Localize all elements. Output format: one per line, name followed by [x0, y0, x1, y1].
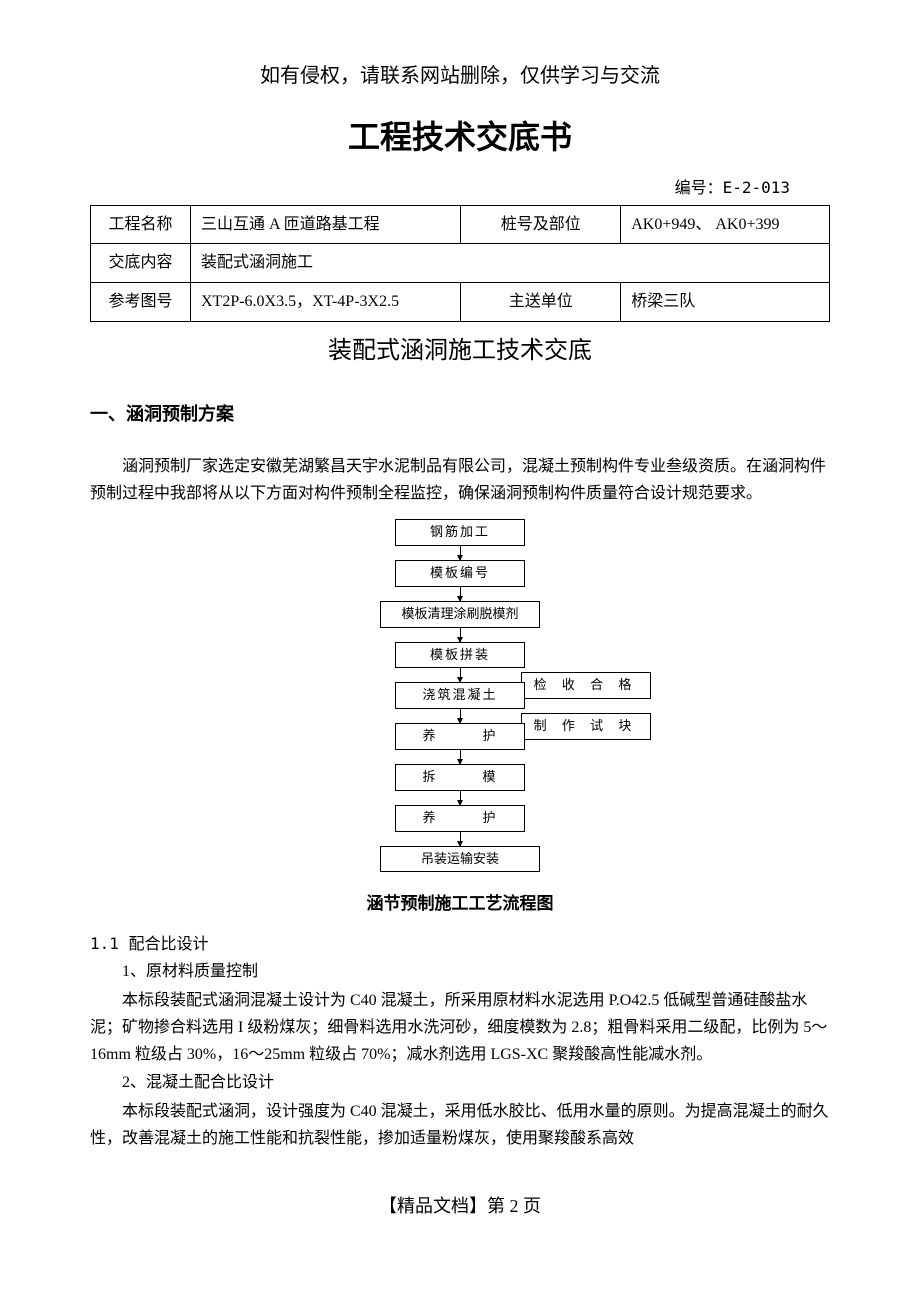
header-disclaimer: 如有侵权，请联系网站删除，仅供学习与交流: [90, 60, 830, 92]
cell-label: 参考图号: [91, 282, 191, 321]
flow-arrow-icon: [460, 791, 461, 805]
heading-level-1: 一、涵洞预制方案: [90, 400, 830, 429]
flow-box: 养 护: [395, 723, 525, 750]
flowchart-caption: 涵节预制施工工艺流程图: [90, 890, 830, 917]
flow-step: 拆 模: [395, 764, 525, 791]
cell-label: 交底内容: [91, 244, 191, 283]
flow-box: 模板清理涂刷脱模剂: [380, 601, 540, 628]
flow-step: 浇筑混凝土: [395, 682, 525, 709]
paragraph: 本标段装配式涵洞，设计强度为 C40 混凝土，采用低水胶比、低用水量的原则。为提…: [90, 1098, 830, 1152]
flow-arrow-icon: [460, 832, 461, 846]
flow-step: 模板编号: [395, 560, 525, 587]
cell-value: XT2P-6.0X3.5，XT-4P-3X2.5: [191, 282, 461, 321]
flow-step: 养 护: [395, 805, 525, 832]
flow-step: 养 护: [395, 723, 525, 750]
flow-arrow-icon: [460, 750, 461, 764]
list-item: 1、原材料质量控制: [90, 959, 830, 985]
page-footer: 【精品文档】第 2 页: [90, 1192, 830, 1221]
list-item: 2、混凝土配合比设计: [90, 1070, 830, 1096]
cell-label: 主送单位: [461, 282, 621, 321]
flow-step: 吊装运输安装: [380, 846, 540, 873]
flow-arrow-icon: [460, 587, 461, 601]
flow-box: 浇筑混凝土: [395, 682, 525, 709]
flow-arrow-icon: [460, 628, 461, 642]
table-row: 交底内容 装配式涵洞施工: [91, 244, 830, 283]
flow-side-box: 检 收 合 格: [521, 672, 651, 699]
flow-box: 吊装运输安装: [380, 846, 540, 873]
paragraph: 本标段装配式涵洞混凝土设计为 C40 混凝土，所采用原材料水泥选用 P.O42.…: [90, 987, 830, 1069]
cell-label: 桩号及部位: [461, 205, 621, 244]
paragraph: 涵洞预制厂家选定安徽芜湖繁昌天宇水泥制品有限公司，混凝土预制构件专业叁级资质。在…: [90, 453, 830, 507]
document-title: 工程技术交底书: [90, 112, 830, 163]
cell-value: 桥梁三队: [621, 282, 830, 321]
flow-box: 养 护: [395, 805, 525, 832]
section-title: 装配式涵洞施工技术交底: [90, 332, 830, 370]
cell-value: 装配式涵洞施工: [191, 244, 830, 283]
document-number: 编号：E-2-013: [90, 175, 830, 201]
cell-value: 三山互通 A 匝道路基工程: [191, 205, 461, 244]
flow-box: 拆 模: [395, 764, 525, 791]
cell-label: 工程名称: [91, 205, 191, 244]
cell-value: AK0+949、 AK0+399: [621, 205, 830, 244]
table-row: 工程名称 三山互通 A 匝道路基工程 桩号及部位 AK0+949、 AK0+39…: [91, 205, 830, 244]
flow-arrow-icon: [460, 546, 461, 560]
flow-side-box: 制 作 试 块: [521, 713, 651, 740]
flow-step: 钢筋加工: [395, 519, 525, 546]
table-row: 参考图号 XT2P-6.0X3.5，XT-4P-3X2.5 主送单位 桥梁三队: [91, 282, 830, 321]
flow-box: 钢筋加工: [395, 519, 525, 546]
info-table: 工程名称 三山互通 A 匝道路基工程 桩号及部位 AK0+949、 AK0+39…: [90, 205, 830, 322]
subheading: 1.1 配合比设计: [90, 931, 830, 957]
flow-box: 模板拼装: [395, 642, 525, 669]
flow-box: 模板编号: [395, 560, 525, 587]
flowchart: 钢筋加工模板编号模板清理涂刷脱模剂模板拼装检 收 合 格浇筑混凝土制 作 试 块…: [90, 519, 830, 872]
flow-step: 模板拼装: [395, 642, 525, 669]
flow-step: 模板清理涂刷脱模剂: [380, 601, 540, 628]
